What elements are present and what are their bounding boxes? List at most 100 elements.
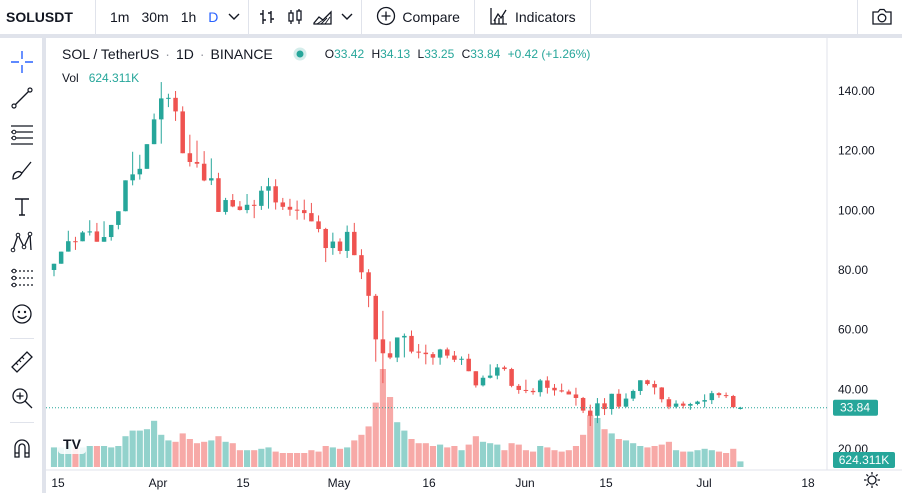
candle-body: [159, 98, 164, 120]
camera-icon[interactable]: [862, 0, 902, 34]
volume-bar: [658, 444, 665, 467]
price-tick-label: 100.00: [838, 203, 875, 217]
legend-change: +0.42 (+1.26%): [507, 47, 591, 61]
plus-circle-icon: [376, 6, 396, 29]
time-tick-label: 15: [51, 476, 65, 490]
candle-body: [402, 335, 407, 338]
volume-bar: [301, 453, 308, 467]
text-icon[interactable]: [8, 192, 36, 220]
pattern-icon[interactable]: [8, 228, 36, 256]
volume-bar: [701, 448, 708, 467]
volume-bar: [172, 441, 179, 467]
volume-bar: [551, 450, 558, 467]
symbol-search[interactable]: SOLUSDT: [0, 0, 96, 34]
last-price-value: 33.84: [840, 401, 870, 415]
candle-body: [316, 221, 321, 229]
candle-body: [337, 241, 343, 251]
interval-1h[interactable]: 1h: [180, 9, 197, 25]
candle-body: [673, 403, 679, 407]
volume-bar: [258, 448, 265, 467]
volume-bar: [294, 453, 301, 467]
volume-bar: [637, 446, 644, 467]
bar-style-icon[interactable]: [253, 0, 281, 34]
volume-bar: [222, 441, 229, 467]
volume-bar: [508, 443, 515, 467]
crosshair-icon[interactable]: [8, 48, 36, 76]
tradingview-logo: TV: [58, 434, 86, 454]
toolbar-separator: [589, 0, 591, 34]
volume-bar: [472, 436, 479, 467]
volume-bar: [122, 436, 129, 467]
legend-pair[interactable]: SOL / TetherUS: [62, 46, 160, 62]
toolbar-separator: [857, 0, 858, 34]
candle-body: [223, 200, 228, 212]
volume-bar: [329, 447, 336, 467]
candle-body: [495, 367, 500, 376]
candle-body: [473, 371, 479, 386]
volume-bar: [358, 434, 365, 467]
price-tick-label: 120.00: [838, 144, 875, 158]
volume-bar: [565, 450, 572, 467]
interval-d[interactable]: D: [208, 9, 219, 25]
candle-body: [201, 163, 207, 181]
candle-body: [659, 387, 664, 400]
candle-body: [588, 410, 593, 416]
volume-bar: [465, 444, 472, 467]
candle-body: [466, 358, 471, 372]
time-axis[interactable]: 15 Apr 15 May 16 Jun 15 Jul 18: [51, 476, 815, 490]
settings-gear-icon[interactable]: [864, 472, 880, 488]
prediction-icon[interactable]: [8, 264, 36, 292]
candle-body: [666, 399, 672, 407]
candle-body: [387, 353, 393, 358]
candle-body: [58, 251, 64, 264]
magnet-icon[interactable]: [8, 434, 36, 462]
time-tick-label: 15: [236, 476, 250, 490]
brush-icon[interactable]: [8, 156, 36, 184]
compare-button[interactable]: Compare: [366, 0, 470, 34]
candle-body: [151, 119, 157, 145]
candle-body: [344, 231, 350, 251]
trend-line-icon[interactable]: [8, 84, 36, 112]
candle-style-icon[interactable]: [281, 0, 309, 34]
chart-legend: SOL / TetherUS · 1D · BINANCE O33.42 H34…: [62, 46, 590, 62]
zoom-in-icon[interactable]: [8, 384, 36, 412]
area-style-icon[interactable]: [309, 0, 337, 34]
horizontal-lines-icon[interactable]: [8, 120, 36, 148]
volume-bar: [444, 447, 451, 467]
legend-interval: 1D: [175, 46, 194, 62]
interval-1m[interactable]: 1m: [110, 9, 130, 25]
volume-bar: [65, 443, 72, 467]
candle-body: [137, 168, 143, 175]
emoji-icon[interactable]: [8, 300, 36, 328]
volume-bar: [572, 446, 580, 467]
candles: [51, 82, 743, 427]
volume-bar: [522, 450, 529, 467]
volume-bar: [365, 426, 372, 467]
volume-bar: [665, 441, 672, 467]
candle-body: [51, 263, 57, 270]
candle-body: [552, 387, 557, 391]
volume-bar: [494, 444, 501, 467]
candle-body: [209, 178, 214, 181]
chevron-down-icon[interactable]: [224, 0, 244, 34]
indicators-button[interactable]: Indicators: [479, 0, 586, 34]
legend-low: 33.25: [424, 47, 455, 61]
volume-bar: [394, 422, 401, 467]
volume-bar: [594, 418, 601, 467]
ruler-icon[interactable]: [8, 348, 36, 376]
volume-bar: [737, 461, 744, 467]
volume-bar: [129, 430, 136, 467]
chart-pane[interactable]: 140.00 120.00 100.00 80.00 60.00 40.00 20.00 1…: [46, 38, 902, 493]
candle-body: [66, 241, 71, 252]
candle-body: [123, 180, 128, 212]
chevron-down-icon[interactable]: [337, 0, 357, 34]
volume-bar: [401, 430, 408, 467]
interval-30m[interactable]: 30m: [141, 9, 169, 25]
volume-bar: [386, 397, 394, 467]
volume-bar: [608, 433, 615, 467]
candle-body: [688, 403, 693, 406]
price-tick-label: 140.00: [838, 84, 875, 98]
toolbar-separator: [361, 0, 363, 34]
